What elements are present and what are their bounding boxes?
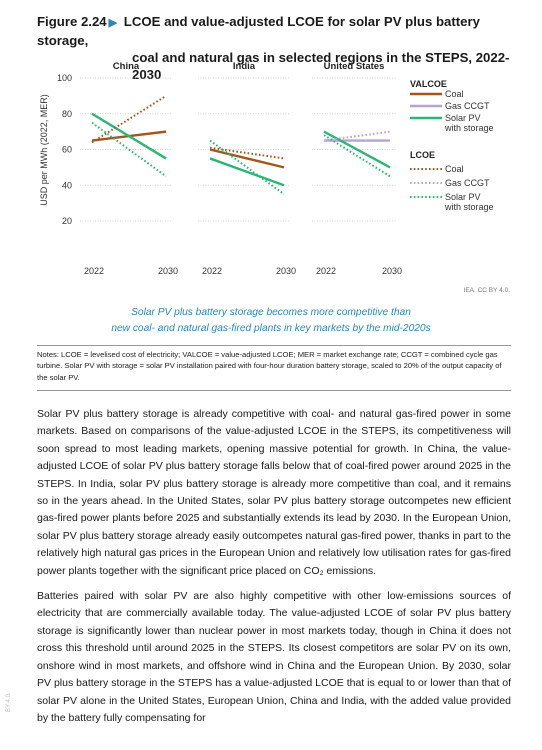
- legend-lcoe-heading: LCOE: [410, 150, 435, 160]
- y-tick-label: 20: [62, 216, 72, 226]
- chart-svg: USD per MWh (2022, MER) 20 40 60 80 100 China 2…: [39, 61, 494, 276]
- figure-number: Figure 2.24: [37, 14, 107, 29]
- x-tick-label: 2030: [158, 266, 178, 276]
- series-line-lcoe-solar-pv-with-storage: [209, 139, 285, 195]
- paragraph-1: Solar PV plus battery storage is already…: [37, 408, 511, 577]
- panel-title: India: [233, 61, 256, 72]
- series-line-lcoe-coal: [91, 95, 167, 144]
- x-tick-label: 2022: [316, 266, 336, 276]
- series-line-lcoe-solar-pv-with-storage: [323, 134, 391, 178]
- series-line-valcoe-coal: [209, 148, 285, 169]
- caption-line2: new coal- and natural gas-fired plants i…: [111, 323, 431, 334]
- panel-title: United States: [324, 61, 385, 72]
- x-tick-label: 2030: [382, 266, 402, 276]
- series-line-lcoe-solar-pv-with-storage: [91, 121, 167, 178]
- series-line-valcoe-solar-pv-with-storage: [209, 157, 285, 187]
- y-tick-label: 40: [62, 180, 72, 190]
- series-line-valcoe-solar-pv-with-storage: [91, 112, 167, 160]
- notes-top-rule: [37, 345, 511, 346]
- figure-source: IEA. CC BY 4.0.: [463, 287, 510, 294]
- figure-title-line1: LCOE and value-adjusted LCOE for solar P…: [37, 14, 480, 48]
- legend-label: Solar PV: [445, 113, 481, 123]
- legend-label: Coal: [445, 89, 464, 99]
- legend-label: Solar PV: [445, 192, 481, 202]
- paragraph-2: Batteries paired with solar PV are also …: [37, 590, 511, 724]
- legend-valcoe-heading: VALCOE: [410, 79, 447, 89]
- triangle-icon: ▶: [108, 17, 118, 29]
- panel-title: China: [113, 61, 140, 72]
- caption-line1: Solar PV plus battery storage becomes mo…: [131, 307, 411, 318]
- legend-label: Coal: [445, 164, 464, 174]
- chart: USD per MWh (2022, MER) 20 40 60 80 100 China 2…: [0, 55, 542, 300]
- x-tick-label: 2030: [276, 266, 296, 276]
- legend-label: with storage: [444, 202, 494, 212]
- x-tick-label: 2022: [202, 266, 222, 276]
- series-line-valcoe-solar-pv-with-storage: [323, 130, 391, 169]
- y-tick-label: 80: [62, 109, 72, 119]
- side-watermark: BY 4.0.: [6, 692, 12, 712]
- notes-bottom-rule: [37, 390, 511, 391]
- x-tick-label: 2022: [84, 266, 104, 276]
- y-axis-label: USD per MWh (2022, MER): [39, 94, 49, 206]
- body-text: Solar PV plus battery storage is already…: [37, 406, 511, 735]
- figure-title: Figure 2.24 ▶ LCOE and value-adjusted LCO…: [37, 13, 527, 83]
- y-tick-label: 60: [62, 145, 72, 155]
- legend-label: Gas CCGT: [445, 101, 490, 111]
- figure-notes: Notes: LCOE = levelised cost of electric…: [37, 350, 502, 382]
- figure-title-line2: coal and natural gas in selected regions…: [132, 50, 510, 82]
- legend-label: Gas CCGT: [445, 178, 490, 188]
- legend-label: with storage: [444, 123, 494, 133]
- y-tick-label: 100: [57, 73, 72, 83]
- figure-caption: Solar PV plus battery storage becomes mo…: [0, 305, 542, 337]
